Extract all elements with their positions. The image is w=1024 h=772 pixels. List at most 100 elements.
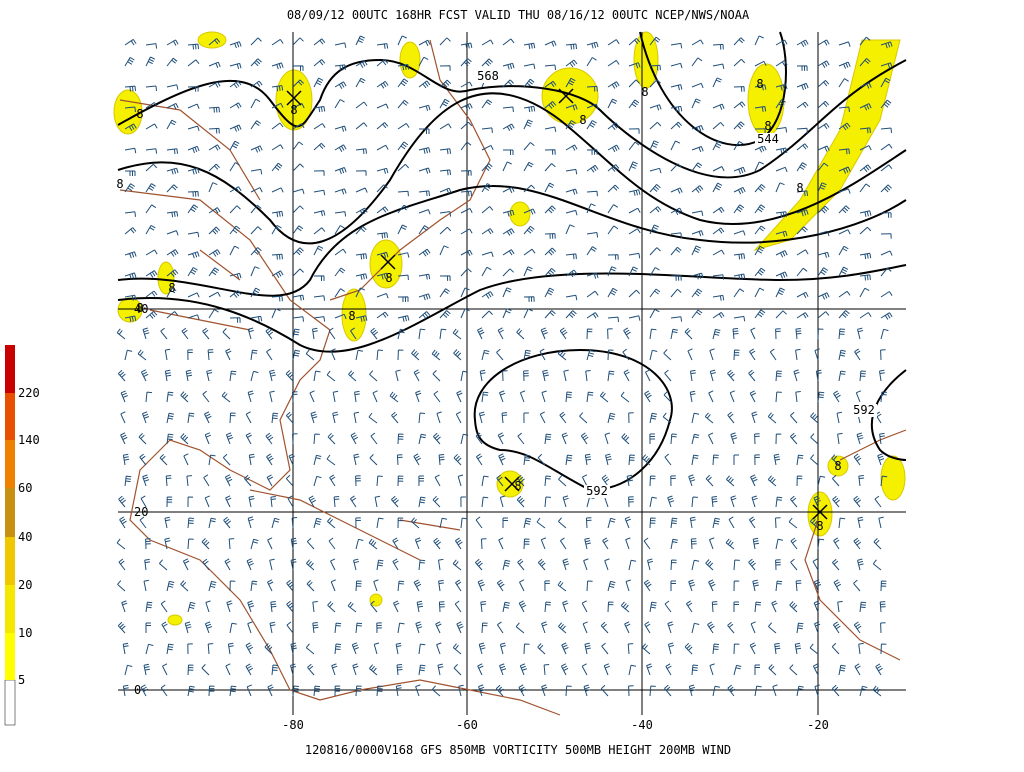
wind-barb [775,99,786,109]
wind-barb [523,248,536,256]
wind-barb [376,349,383,361]
wind-barb [607,59,620,67]
wind-barb [144,558,151,571]
wind-barb [229,272,242,279]
wind-barb [523,142,535,151]
wind-barb [752,537,760,550]
wind-barb [691,559,700,571]
wind-barb [775,211,787,218]
wind-barb [418,248,431,257]
wind-barb [523,349,531,361]
wind-barb [502,370,508,382]
wind-barb [208,454,216,466]
wind-barb [670,246,682,256]
wind-barb [460,287,470,298]
wind-barb [853,453,862,466]
wind-barb [709,537,715,550]
wind-barb [600,621,609,634]
wind-barb [481,622,488,634]
wind-barb [586,232,599,238]
caption: 120816/0000V168 GFS 850MB VORTICITY 500M… [305,743,731,757]
wind-barb [649,184,661,193]
wind-barb [519,663,527,676]
wind-barb [418,273,431,280]
wind-barb [689,516,696,529]
wind-barb [496,621,504,634]
wind-barb [411,517,420,529]
wind-barb [481,496,489,508]
vorticity-label: 8 [136,107,143,121]
wind-barb [327,517,336,529]
wind-barb [670,163,682,172]
wind-barb [435,621,442,634]
wind-barb [691,162,703,172]
wind-barb [838,148,850,155]
wind-barb [565,224,575,235]
wind-barb [754,454,760,466]
wind-barb [313,454,322,466]
wind-barb [124,85,136,92]
wind-barb [118,495,126,508]
wind-barb [166,287,177,298]
wind-barb [208,267,220,277]
wind-barb [754,145,767,153]
wind-barb [670,328,678,340]
wind-barb [814,621,821,634]
wind-barb [439,517,448,529]
wind-barb [838,106,850,113]
wind-barb [376,559,384,571]
wind-barb [460,370,468,382]
wind-barb [667,642,675,655]
wind-barb [187,412,195,424]
wind-barb [880,99,892,109]
wind-barb [733,58,746,67]
wind-barb [376,622,382,634]
wind-barb [330,348,336,361]
wind-barb [628,62,641,69]
wind-barb [523,643,530,655]
wind-barb [389,391,399,403]
wind-barb [879,601,886,613]
wind-barb [586,190,598,197]
wind-barb [859,127,871,134]
wind-barb [880,77,891,88]
wind-barb [334,188,347,195]
wind-barb [145,56,156,67]
wind-barb [502,79,514,88]
wind-barb [292,79,304,88]
wind-barb [789,664,798,676]
wind-barb [415,621,423,634]
wind-barb [754,106,767,112]
wind-barb [544,310,556,319]
wind-barb [607,144,620,153]
wind-barb [768,664,777,676]
wind-barb [838,349,846,361]
wind-barb [502,517,508,528]
wind-barb [607,580,616,592]
wind-barb [222,328,231,340]
wind-barb [208,226,221,235]
wind-barb [853,621,862,634]
wind-barb [145,601,153,613]
wind-barb [544,247,557,256]
wind-barb [453,453,462,466]
wind-barb [355,287,366,298]
wind-barb [516,328,525,340]
wind-barb [733,349,740,361]
wind-barb [879,369,885,382]
wind-barb [523,208,536,215]
wind-barb [348,370,357,382]
wind-barb [369,370,378,382]
wind-barb [562,558,570,571]
wind-barb [584,453,592,466]
wind-barb [544,80,557,88]
wind-barb [145,290,158,298]
wind-barb [245,642,254,655]
wind-barb [313,38,326,46]
wind-barb [796,312,809,319]
wind-barb [229,124,242,132]
wind-barb [604,432,610,445]
wind-barb [857,516,864,529]
wind-barb [536,517,546,529]
wind-barb [859,210,872,217]
